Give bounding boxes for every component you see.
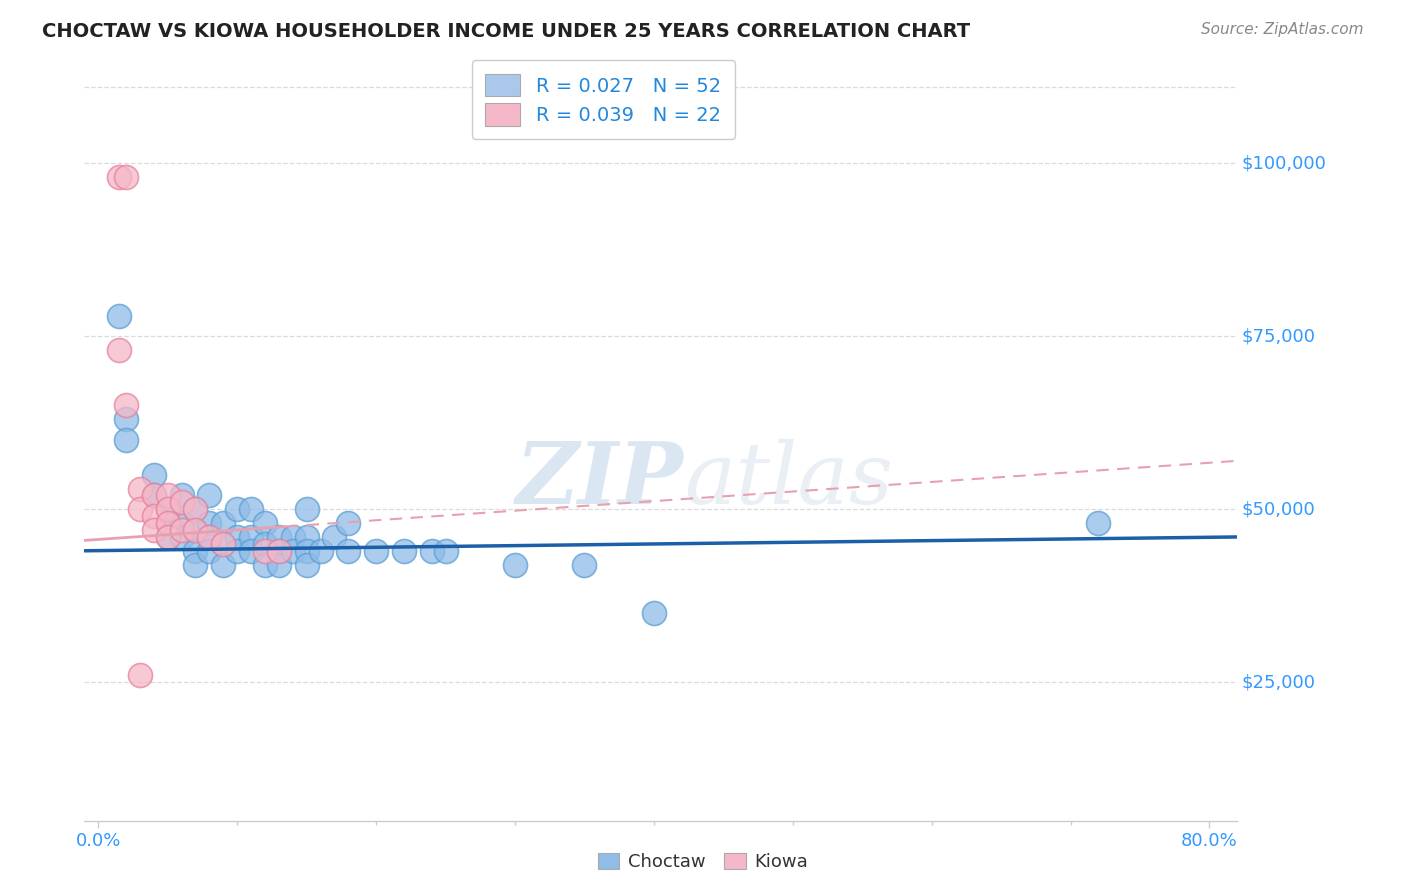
Point [142,488,165,502]
Point [212,558,235,572]
Text: CHOCTAW VS KIOWA HOUSEHOLDER INCOME UNDER 25 YEARS CORRELATION CHART: CHOCTAW VS KIOWA HOUSEHOLDER INCOME UNDE… [42,22,970,41]
Point [129,502,152,516]
Point [226,543,249,558]
Point [643,606,665,620]
Point [364,543,387,558]
Point [267,543,290,558]
Point [184,558,207,572]
Point [434,543,457,558]
Point [267,543,290,558]
Point [198,530,221,544]
Point [156,530,179,544]
Point [184,523,207,537]
Point [156,516,179,530]
Point [295,558,318,572]
Point [337,516,360,530]
Point [240,530,263,544]
Point [295,530,318,544]
Point [281,530,304,544]
Point [156,502,179,516]
Point [267,558,290,572]
Point [574,558,596,572]
Point [295,543,318,558]
Text: ZIP: ZIP [516,438,683,522]
Point [142,467,165,482]
Point [226,502,249,516]
Point [295,502,318,516]
Point [129,482,152,496]
Point [198,488,221,502]
Text: $75,000: $75,000 [1241,327,1316,345]
Point [170,530,193,544]
Point [240,543,263,558]
Point [392,543,415,558]
Point [170,523,193,537]
Point [184,502,207,516]
Point [108,343,131,358]
Point [198,543,221,558]
Point [170,495,193,509]
Point [115,170,138,185]
Point [115,412,138,426]
Point [1087,516,1109,530]
Point [156,502,179,516]
Point [115,399,138,413]
Point [253,543,276,558]
Point [212,537,235,551]
Point [184,523,207,537]
Point [226,530,249,544]
Point [142,523,165,537]
Point [281,543,304,558]
Text: atlas: atlas [683,439,893,522]
Text: $25,000: $25,000 [1241,673,1316,691]
Point [212,537,235,551]
Point [253,516,276,530]
Point [184,543,207,558]
Text: $50,000: $50,000 [1241,500,1315,518]
Point [198,530,221,544]
Point [108,309,131,323]
Point [184,502,207,516]
Point [129,668,152,682]
Text: Source: ZipAtlas.com: Source: ZipAtlas.com [1201,22,1364,37]
Point [142,488,165,502]
Point [170,516,193,530]
Point [156,488,179,502]
Point [503,558,526,572]
Point [198,516,221,530]
Legend: R = 0.027   N = 52, R = 0.039   N = 22: R = 0.027 N = 52, R = 0.039 N = 22 [472,61,734,139]
Point [156,530,179,544]
Text: $100,000: $100,000 [1241,154,1326,172]
Point [115,433,138,447]
Point [337,543,360,558]
Point [309,543,332,558]
Point [420,543,443,558]
Point [267,530,290,544]
Point [142,509,165,524]
Point [323,530,346,544]
Point [156,516,179,530]
Point [170,488,193,502]
Point [253,558,276,572]
Point [108,170,131,185]
Point [240,502,263,516]
Point [212,516,235,530]
Point [253,537,276,551]
Legend: Choctaw, Kiowa: Choctaw, Kiowa [591,846,815,879]
